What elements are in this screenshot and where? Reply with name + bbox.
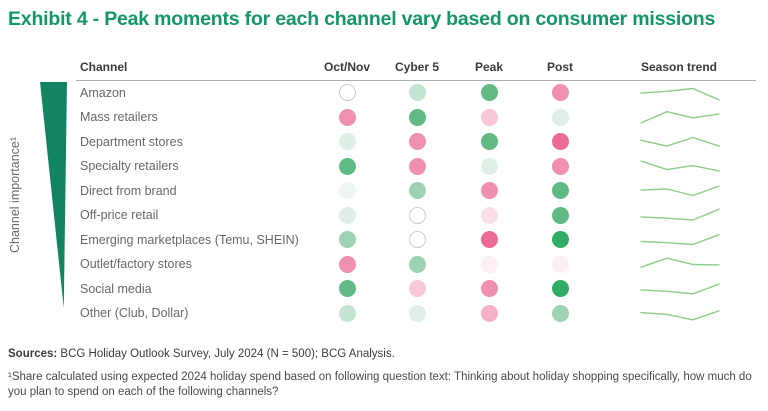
- intensity-dot: [408, 84, 426, 102]
- season-trend-sparkline: [640, 257, 720, 268]
- intensity-dot: [480, 255, 498, 273]
- exhibit-title: Exhibit 4 - Peak moments for each channe…: [8, 8, 716, 30]
- intensity-dot: [338, 231, 356, 249]
- intensity-dot: [480, 304, 498, 322]
- channel-rows: Amazon Mass retailers Department stores Spe…: [0, 81, 768, 326]
- intensity-dot: [408, 108, 426, 126]
- channel-label: Emerging marketplaces (Temu, SHEIN): [80, 232, 299, 247]
- intensity-dot: [408, 182, 426, 200]
- season-trend-sparkline: [640, 208, 720, 221]
- column-header-channel: Channel: [80, 60, 128, 74]
- intensity-dot: [551, 133, 569, 151]
- channel-label: Specialty retailers: [80, 159, 179, 173]
- table-row: Social media: [0, 277, 768, 302]
- season-trend-sparkline: [640, 310, 720, 321]
- intensity-dot: [480, 280, 498, 298]
- intensity-dot: [480, 206, 498, 224]
- intensity-dot: [480, 133, 498, 151]
- intensity-dot: [338, 255, 356, 273]
- table-row: Specialty retailers: [0, 154, 768, 179]
- intensity-dot: [551, 157, 569, 175]
- intensity-dot: [338, 206, 356, 224]
- intensity-dot: [480, 231, 498, 249]
- channel-label: Other (Club, Dollar): [80, 306, 189, 320]
- intensity-dot: [338, 133, 356, 151]
- intensity-dot: [338, 84, 356, 102]
- table-row: Emerging marketplaces (Temu, SHEIN): [0, 228, 768, 253]
- header-divider: [76, 80, 756, 81]
- season-trend-sparkline: [640, 233, 720, 245]
- intensity-dot: [338, 182, 356, 200]
- intensity-dot: [408, 157, 426, 175]
- footnote-text: ¹Share calculated using expected 2024 ho…: [8, 371, 752, 398]
- intensity-dot: [338, 280, 356, 298]
- intensity-dot: [480, 182, 498, 200]
- intensity-dot: [480, 108, 498, 126]
- channel-label: Department stores: [80, 134, 183, 149]
- table-row: Outlet/factory stores: [0, 252, 768, 277]
- season-trend-sparkline: [640, 282, 720, 294]
- table-row: Department stores: [0, 130, 768, 155]
- sources-line: Sources: BCG Holiday Outlook Survey, Jul…: [8, 348, 760, 360]
- intensity-dot: [338, 108, 356, 126]
- intensity-dot: [408, 231, 426, 249]
- intensity-dot: [408, 206, 426, 224]
- table-row: Mass retailers: [0, 105, 768, 130]
- table-row: Amazon: [0, 81, 768, 106]
- intensity-dot: [551, 84, 569, 102]
- season-trend-sparkline: [640, 160, 720, 172]
- sources-text: BCG Holiday Outlook Survey, July 2024 (N…: [57, 348, 395, 360]
- intensity-dot: [408, 255, 426, 273]
- channel-label: Off-price retail: [80, 208, 159, 222]
- column-header-post: Post: [546, 60, 573, 74]
- intensity-dot: [551, 206, 569, 224]
- intensity-dot: [408, 280, 426, 298]
- intensity-dot: [408, 304, 426, 322]
- season-trend-sparkline: [640, 184, 720, 196]
- intensity-dot: [551, 280, 569, 298]
- table-row: Other (Club, Dollar): [0, 301, 768, 326]
- channel-label: Outlet/factory stores: [80, 257, 192, 271]
- column-header-season-trend: Season trend: [640, 60, 718, 74]
- intensity-dot: [480, 84, 498, 102]
- intensity-dot: [551, 304, 569, 322]
- column-header-cyber5: Cyber 5: [394, 60, 440, 74]
- table-row: Off-price retail: [0, 203, 768, 228]
- intensity-dot: [551, 182, 569, 200]
- intensity-dot: [338, 157, 356, 175]
- intensity-dot: [480, 157, 498, 175]
- intensity-dot: [338, 304, 356, 322]
- season-trend-sparkline: [640, 110, 720, 124]
- channel-label: Social media: [80, 281, 152, 296]
- intensity-dot: [551, 255, 569, 273]
- intensity-dot: [551, 108, 569, 126]
- season-trend-sparkline: [640, 136, 720, 147]
- intensity-dot: [551, 231, 569, 249]
- column-header-oct-nov: Oct/Nov: [323, 60, 370, 74]
- channel-label: Amazon: [80, 85, 126, 100]
- sources-label: Sources:: [8, 348, 58, 360]
- column-header-peak: Peak: [474, 60, 504, 74]
- table-row: Direct from brand: [0, 179, 768, 204]
- season-trend-sparkline: [640, 87, 720, 100]
- channel-label: Direct from brand: [80, 183, 177, 198]
- channel-label: Mass retailers: [80, 110, 158, 124]
- intensity-dot: [408, 133, 426, 151]
